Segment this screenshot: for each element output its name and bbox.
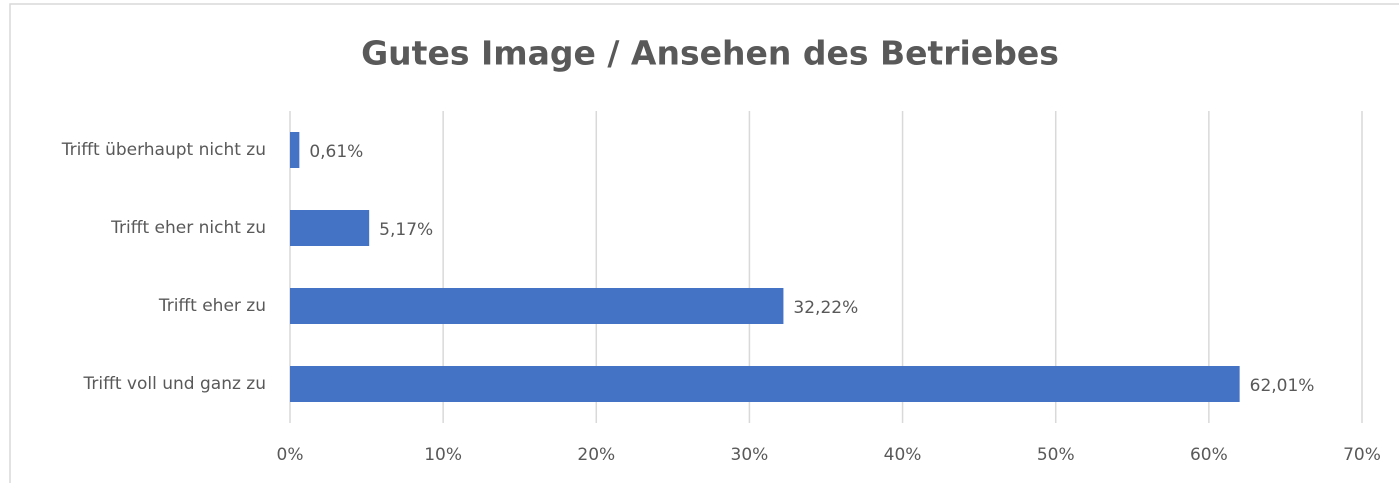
x-tick-label: 50% — [1037, 445, 1075, 465]
bar — [290, 288, 784, 324]
x-tick-label: 20% — [577, 445, 615, 465]
chart-title: Gutes Image / Ansehen des Betriebes — [361, 34, 1059, 73]
x-tick-label: 60% — [1190, 445, 1228, 465]
y-tick-label: Trifft eher nicht zu — [110, 218, 266, 238]
x-tick-label: 40% — [884, 445, 922, 465]
y-tick-label: Trifft überhaupt nicht zu — [61, 140, 266, 160]
chart-border — [9, 3, 1399, 483]
value-label: 5,17% — [379, 220, 433, 240]
bar — [290, 366, 1240, 402]
x-tick-label: 0% — [277, 445, 304, 465]
value-label: 62,01% — [1250, 376, 1315, 396]
y-tick-label: Trifft eher zu — [158, 296, 266, 316]
y-tick-label: Trifft voll und ganz zu — [83, 374, 266, 394]
x-tick-label: 30% — [731, 445, 769, 465]
x-tick-label: 70% — [1343, 445, 1381, 465]
value-label: 32,22% — [793, 298, 858, 318]
bar — [290, 210, 370, 246]
value-label: 0,61% — [309, 142, 363, 162]
bar — [290, 132, 300, 168]
x-tick-label: 10% — [424, 445, 462, 465]
